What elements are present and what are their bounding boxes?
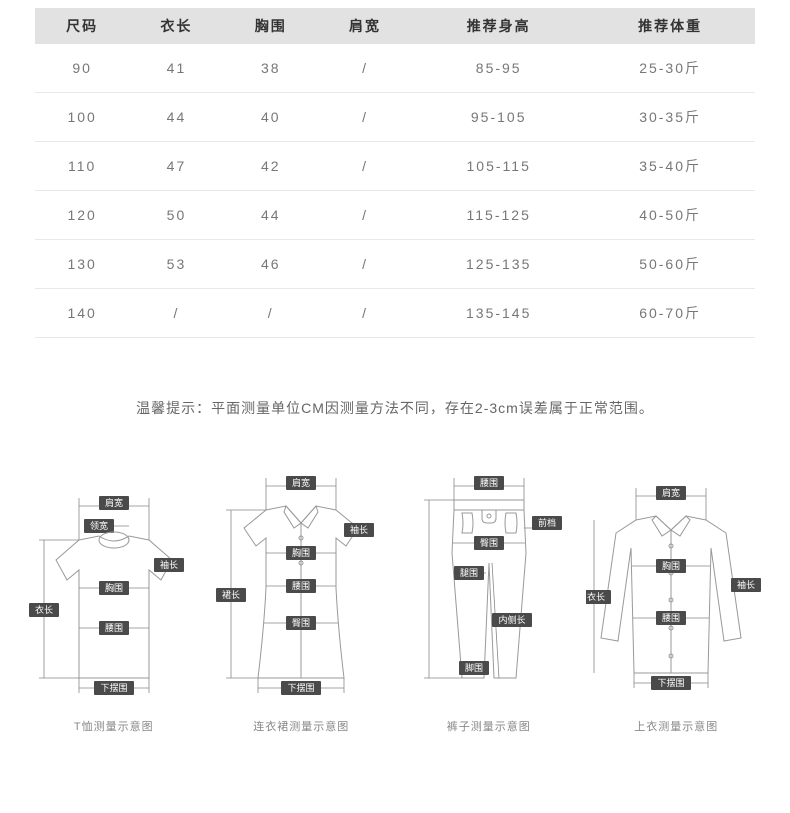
table-cell: 50-60斤: [585, 240, 755, 289]
table-cell: 46: [224, 240, 318, 289]
svg-text:臀围: 臀围: [292, 618, 310, 628]
table-cell: /: [318, 240, 412, 289]
table-cell: 41: [129, 44, 223, 93]
table-cell: 40-50斤: [585, 191, 755, 240]
col-weight: 推荐体重: [585, 8, 755, 44]
table-row: 1004440/95-10530-35斤: [35, 93, 755, 142]
svg-text:领宽: 领宽: [90, 520, 108, 531]
table-cell: 35-40斤: [585, 142, 755, 191]
col-chest: 胸围: [224, 8, 318, 44]
table-cell: 53: [129, 240, 223, 289]
table-cell: 120: [35, 191, 129, 240]
svg-text:腰围: 腰围: [662, 613, 680, 623]
notice-text: 温馨提示：平面测量单位CM因测量方法不同，存在2-3cm误差属于正常范围。: [0, 398, 790, 418]
svg-text:袖长: 袖长: [160, 559, 178, 570]
svg-text:下摆围: 下摆围: [100, 682, 127, 693]
table-cell: 44: [224, 191, 318, 240]
svg-text:腿围: 腿围: [460, 568, 478, 578]
svg-text:臀围: 臀围: [480, 538, 498, 548]
table-cell: 105-115: [412, 142, 585, 191]
table-cell: 135-145: [412, 289, 585, 338]
caption-pants: 裤子测量示意图: [395, 718, 583, 734]
svg-text:肩宽: 肩宽: [292, 477, 310, 488]
diagram-shirt: 肩宽 衣长 胸围 袖长 腰围: [583, 478, 771, 734]
svg-text:下摆围: 下摆围: [288, 682, 315, 693]
svg-text:胸围: 胸围: [662, 560, 680, 571]
table-cell: 125-135: [412, 240, 585, 289]
table-cell: 60-70斤: [585, 289, 755, 338]
caption-dress: 连衣裙测量示意图: [208, 718, 396, 734]
table-cell: 47: [129, 142, 223, 191]
col-size: 尺码: [35, 8, 129, 44]
table-cell: 50: [129, 191, 223, 240]
table-header-row: 尺码 衣长 胸围 肩宽 推荐身高 推荐体重: [35, 8, 755, 44]
diagram-dress: 肩宽 袖长 胸围 裙长 腰围: [208, 468, 396, 734]
table-cell: 95-105: [412, 93, 585, 142]
table-cell: 115-125: [412, 191, 585, 240]
table-cell: 44: [129, 93, 223, 142]
table-cell: /: [318, 93, 412, 142]
svg-text:腰围: 腰围: [480, 478, 498, 488]
table-cell: 42: [224, 142, 318, 191]
table-cell: 140: [35, 289, 129, 338]
table-cell: /: [129, 289, 223, 338]
svg-text:裙长: 裙长: [222, 589, 240, 600]
svg-text:肩宽: 肩宽: [105, 497, 123, 508]
table-cell: /: [224, 289, 318, 338]
svg-text:袖长: 袖长: [350, 524, 368, 535]
measurement-diagrams: 肩宽 领宽 袖长 胸围 衣长 腰围: [0, 468, 790, 734]
table-cell: /: [318, 191, 412, 240]
svg-text:前档: 前档: [538, 517, 556, 528]
table-row: 140///135-14560-70斤: [35, 289, 755, 338]
table-row: 1305346/125-13550-60斤: [35, 240, 755, 289]
svg-text:衣长: 衣长: [35, 604, 53, 615]
table-cell: 38: [224, 44, 318, 93]
diagram-tshirt: 肩宽 领宽 袖长 胸围 衣长 腰围: [20, 488, 208, 734]
col-length: 衣长: [129, 8, 223, 44]
size-table: 尺码 衣长 胸围 肩宽 推荐身高 推荐体重 904138/85-9525-30斤…: [35, 8, 755, 338]
svg-text:胸围: 胸围: [105, 582, 123, 593]
table-cell: 40: [224, 93, 318, 142]
svg-text:下摆围: 下摆围: [658, 677, 685, 688]
table-cell: 100: [35, 93, 129, 142]
svg-text:肩宽: 肩宽: [662, 487, 680, 498]
caption-tshirt: T恤测量示意图: [20, 718, 208, 734]
table-cell: /: [318, 142, 412, 191]
table-row: 1205044/115-12540-50斤: [35, 191, 755, 240]
table-row: 1104742/105-11535-40斤: [35, 142, 755, 191]
svg-text:衣长: 衣长: [587, 591, 605, 602]
diagram-pants: 腰围 前档 臀围 腿围 内侧长 脚围: [395, 468, 583, 734]
svg-text:胸围: 胸围: [292, 547, 310, 558]
col-height: 推荐身高: [412, 8, 585, 44]
svg-text:腰围: 腰围: [292, 581, 310, 591]
col-shoulder: 肩宽: [318, 8, 412, 44]
table-cell: 85-95: [412, 44, 585, 93]
table-cell: /: [318, 44, 412, 93]
table-cell: 25-30斤: [585, 44, 755, 93]
svg-text:袖长: 袖长: [737, 579, 755, 590]
svg-text:腰围: 腰围: [105, 623, 123, 633]
table-cell: /: [318, 289, 412, 338]
svg-text:脚围: 脚围: [465, 663, 483, 673]
svg-text:内侧长: 内侧长: [498, 614, 525, 625]
table-row: 904138/85-9525-30斤: [35, 44, 755, 93]
table-cell: 30-35斤: [585, 93, 755, 142]
table-cell: 110: [35, 142, 129, 191]
caption-shirt: 上衣测量示意图: [583, 718, 771, 734]
table-cell: 90: [35, 44, 129, 93]
table-cell: 130: [35, 240, 129, 289]
